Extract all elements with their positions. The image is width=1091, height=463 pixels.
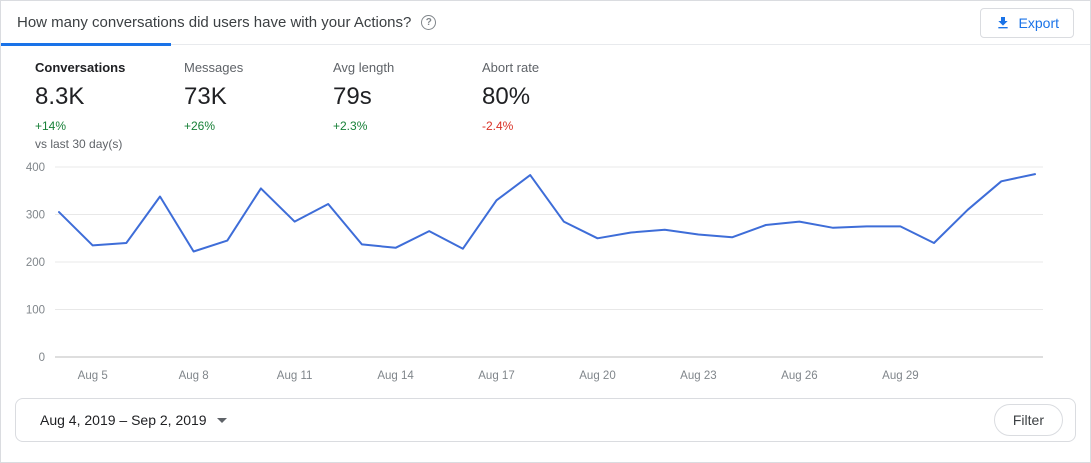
metric-value: 8.3K <box>35 83 85 110</box>
help-icon[interactable]: ? <box>421 15 437 30</box>
svg-text:Aug 5: Aug 5 <box>78 370 108 382</box>
metric-change: +2.3% <box>333 119 368 133</box>
metrics-row: Conversations 8.3K +14% vs last 30 day(s… <box>1 45 1090 151</box>
export-label: Export <box>1018 14 1059 31</box>
metric-tab-messages[interactable]: Messages 73K +26% <box>184 60 333 151</box>
line-chart-svg: 0 100 200 300 400 Aug 5 Aug 8 Aug 11 Aug 14 Aug 1… <box>26 162 1043 382</box>
svg-text:200: 200 <box>26 257 45 269</box>
metric-change: +26% <box>184 119 216 133</box>
page-header: How many conversations did users have wi… <box>1 1 1090 45</box>
metric-tab-conversations[interactable]: Conversations 8.3K +14% vs last 30 day(s… <box>35 60 184 151</box>
svg-text:Aug 11: Aug 11 <box>277 370 313 382</box>
svg-text:0: 0 <box>39 352 45 364</box>
metric-tab-abort-rate[interactable]: Abort rate 80% -2.4% <box>482 60 631 151</box>
download-icon <box>995 15 1011 31</box>
metric-value: 79s <box>333 83 372 110</box>
date-filter-bar: Aug 4, 2019 – Sep 2, 2019 Filter <box>15 398 1076 442</box>
metric-value: 80% <box>482 83 531 110</box>
metric-tab-avg-length[interactable]: Avg length 79s +2.3% <box>333 60 482 151</box>
metric-note <box>482 137 631 151</box>
svg-text:300: 300 <box>26 210 45 222</box>
metric-note <box>333 137 482 151</box>
date-range-dropdown[interactable]: Aug 4, 2019 – Sep 2, 2019 <box>40 412 227 428</box>
svg-text:400: 400 <box>26 162 45 174</box>
metric-label: Avg length <box>333 60 395 75</box>
filter-button[interactable]: Filter <box>993 404 1063 436</box>
svg-text:100: 100 <box>26 305 45 317</box>
svg-text:Aug 14: Aug 14 <box>377 370 414 382</box>
svg-text:Aug 17: Aug 17 <box>478 370 514 382</box>
conversations-chart: 0 100 200 300 400 Aug 5 Aug 8 Aug 11 Aug 14 Aug 1… <box>1 155 1090 390</box>
date-range-label: Aug 4, 2019 – Sep 2, 2019 <box>40 412 207 428</box>
metric-value: 73K <box>184 83 227 110</box>
metric-label: Messages <box>184 60 244 75</box>
metric-label: Abort rate <box>482 60 540 75</box>
svg-text:Aug 26: Aug 26 <box>781 370 817 382</box>
export-button[interactable]: Export <box>979 7 1074 38</box>
metric-change: -2.4% <box>482 119 514 133</box>
page-title: How many conversations did users have wi… <box>17 14 412 31</box>
svg-text:Aug 29: Aug 29 <box>882 370 918 382</box>
svg-text:Aug 8: Aug 8 <box>179 370 209 382</box>
metric-note <box>184 137 333 151</box>
svg-text:Aug 23: Aug 23 <box>680 370 716 382</box>
metric-change: +14% <box>35 119 67 133</box>
svg-text:Aug 20: Aug 20 <box>579 370 615 382</box>
caret-down-icon <box>216 417 227 423</box>
title-wrap: How many conversations did users have wi… <box>17 14 437 31</box>
metric-label: Conversations <box>35 60 126 75</box>
active-tab-indicator <box>1 43 171 46</box>
metric-note: vs last 30 day(s) <box>35 137 123 151</box>
conversations-line <box>58 173 1036 253</box>
